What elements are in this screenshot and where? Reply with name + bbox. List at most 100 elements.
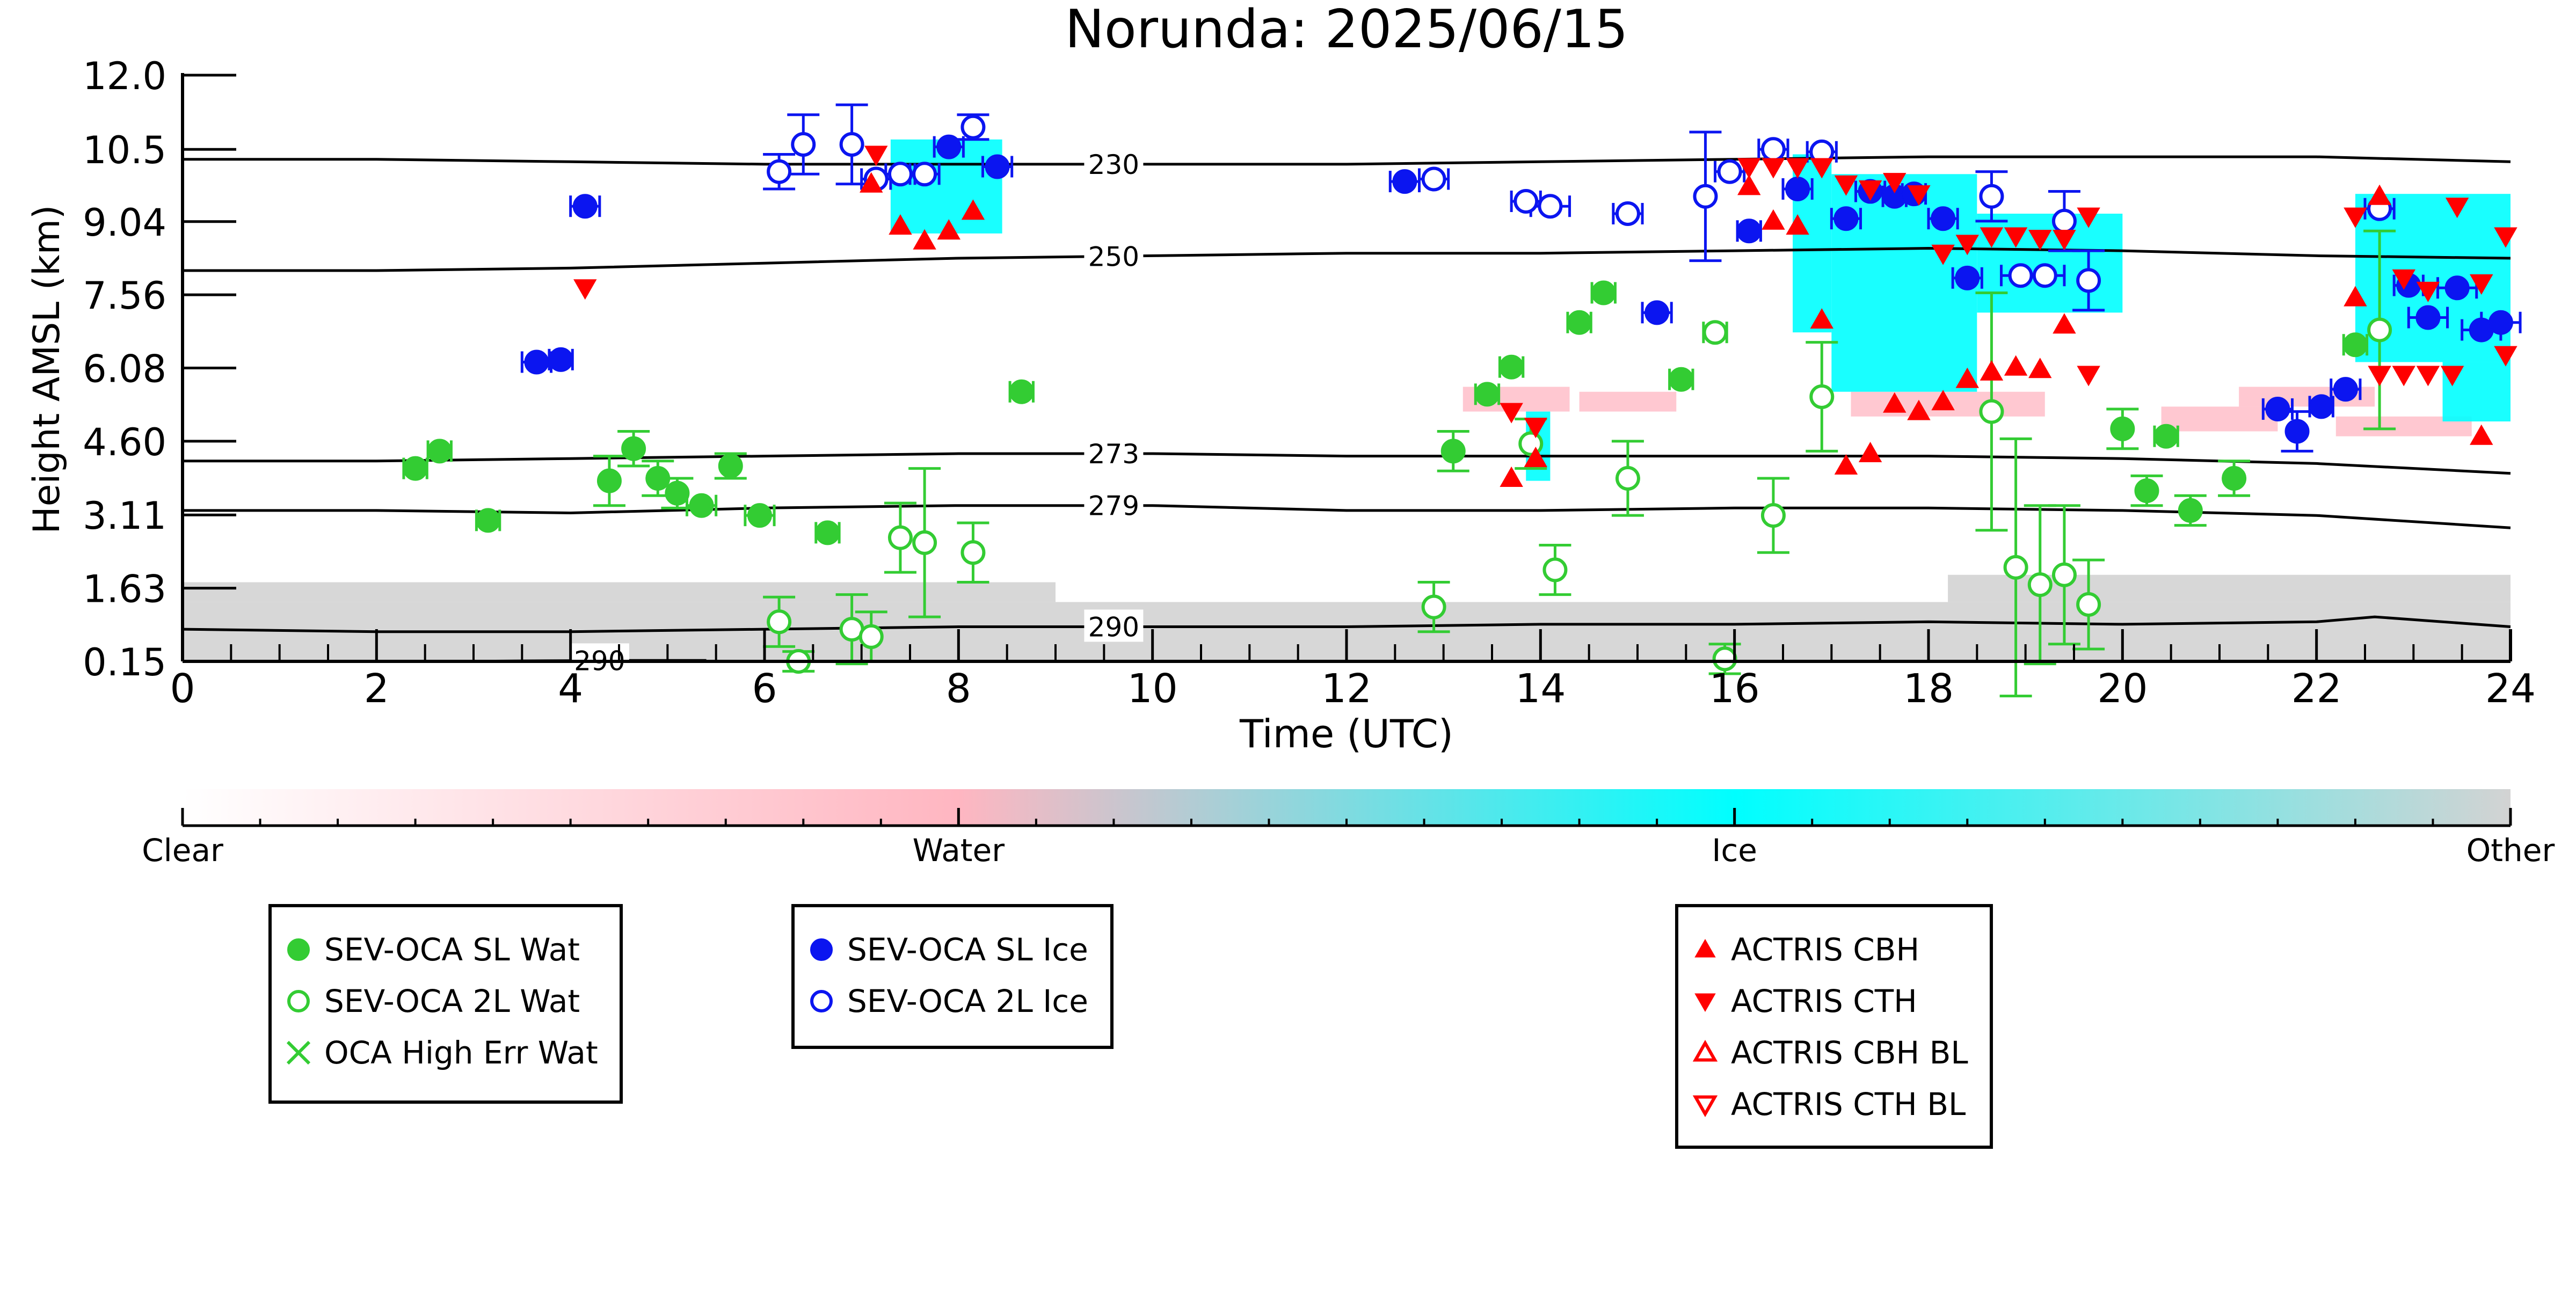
data-point <box>2134 478 2159 504</box>
data-point <box>1833 206 1859 231</box>
contour-label-bg <box>1084 609 1144 642</box>
data-point <box>889 214 912 235</box>
data-point <box>2053 230 2076 251</box>
data-point <box>960 540 986 565</box>
data-point <box>1979 399 2004 424</box>
data-point <box>2076 592 2101 617</box>
legend-entry: ACTRIS CTH BL <box>1678 1080 1966 1128</box>
data-point <box>2342 332 2368 358</box>
data-point <box>2415 305 2441 330</box>
data-point <box>1500 403 1523 424</box>
legend-entry: SEV-OCA SL Wat <box>272 925 580 974</box>
data-point <box>815 520 840 545</box>
data-point <box>1907 185 1931 206</box>
colorbar-label: Ice <box>1712 832 1757 869</box>
x-tick-label: 6 <box>752 666 777 712</box>
data-point <box>2178 498 2203 523</box>
contour-label: 290 <box>1088 611 1139 643</box>
data-point <box>1760 137 1786 162</box>
data-point <box>2027 572 2053 597</box>
data-point <box>1786 214 1809 235</box>
data-point <box>985 154 1010 179</box>
phase-colorbar: Clear Water Ice Other <box>142 789 2555 869</box>
data-point <box>596 468 622 493</box>
data-point <box>2333 377 2358 402</box>
data-point <box>1931 244 1955 265</box>
x-tick-label: 14 <box>1515 666 1566 712</box>
legend-marker <box>287 938 310 961</box>
data-point <box>1883 173 1906 194</box>
legend-marker <box>1694 938 1716 958</box>
data-point <box>2110 416 2135 441</box>
data-point <box>1702 320 1728 345</box>
legend-label: ACTRIS CBH <box>1731 931 1920 968</box>
data-point <box>2416 366 2440 387</box>
x-tick-label: 12 <box>1321 666 1372 712</box>
data-point <box>2008 263 2033 288</box>
legend-water: SEV-OCA SL Wat SEV-OCA 2L Wat OCA High Err… <box>268 904 623 1104</box>
data-point <box>1907 399 1931 420</box>
data-point <box>476 508 501 533</box>
data-markers <box>403 114 2517 674</box>
legend-label: OCA High Err Wat <box>324 1034 598 1071</box>
data-point <box>2028 230 2052 251</box>
legend-marker <box>810 938 833 961</box>
data-point <box>2470 274 2493 295</box>
x-tick-label: 18 <box>1903 666 1954 712</box>
legend-ice: SEV-OCA SL Ice SEV-OCA 2L Ice <box>791 904 1114 1049</box>
legend-marker-icon <box>287 938 310 961</box>
data-point <box>403 456 428 481</box>
data-point <box>1931 390 1955 411</box>
legend-entry: OCA High Err Wat <box>272 1029 598 1077</box>
contour-label: 230 <box>1088 149 1139 180</box>
data-point <box>1567 310 1592 335</box>
data-point <box>1785 176 1810 201</box>
data-point <box>1669 367 1694 392</box>
legend-label: SEV-OCA 2L Wat <box>324 983 580 1019</box>
data-point <box>2416 281 2440 302</box>
data-point <box>767 159 792 184</box>
data-point <box>2028 358 2052 378</box>
legend-marker-icon <box>1692 1039 1718 1062</box>
data-point <box>1858 441 1882 462</box>
data-point <box>689 493 714 518</box>
y-axis-title: Height AMSL (km) <box>26 205 68 534</box>
data-point <box>1499 354 1524 380</box>
data-point <box>2488 310 2513 335</box>
legend-marker <box>810 990 833 1012</box>
data-point <box>1955 265 1980 290</box>
data-point <box>1615 466 1640 491</box>
data-point <box>2153 424 2179 449</box>
data-point <box>1810 158 1833 179</box>
contour-label: 273 <box>1088 439 1139 470</box>
data-point <box>1591 280 1616 305</box>
data-point <box>718 454 743 478</box>
data-point <box>572 194 598 219</box>
data-point <box>1518 431 1544 456</box>
legend-marker <box>1692 1095 1718 1118</box>
data-point <box>2051 562 2077 587</box>
data-point <box>1474 382 1500 407</box>
data-point <box>1440 439 1466 464</box>
data-point <box>2003 555 2028 580</box>
data-point <box>1392 169 1417 194</box>
data-point <box>961 199 985 220</box>
data-point <box>645 466 671 491</box>
data-point <box>887 525 913 550</box>
data-point <box>2344 286 2367 307</box>
data-point <box>665 480 690 506</box>
data-point <box>860 172 883 193</box>
data-point <box>1524 418 1548 439</box>
legend-label: ACTRIS CTH BL <box>1731 1086 1966 1123</box>
y-tick-label: 4.60 <box>83 420 166 464</box>
legend-marker-icon <box>810 938 833 961</box>
data-point <box>912 530 937 555</box>
legend-entry: ACTRIS CBH BL <box>1678 1029 1968 1077</box>
y-tick-label: 1.63 <box>83 567 166 611</box>
data-point <box>2392 366 2415 387</box>
data-point <box>1955 235 1979 256</box>
colorbar-label: Clear <box>142 832 223 869</box>
data-point <box>548 347 573 372</box>
data-point <box>936 134 962 159</box>
data-point <box>2032 263 2057 288</box>
